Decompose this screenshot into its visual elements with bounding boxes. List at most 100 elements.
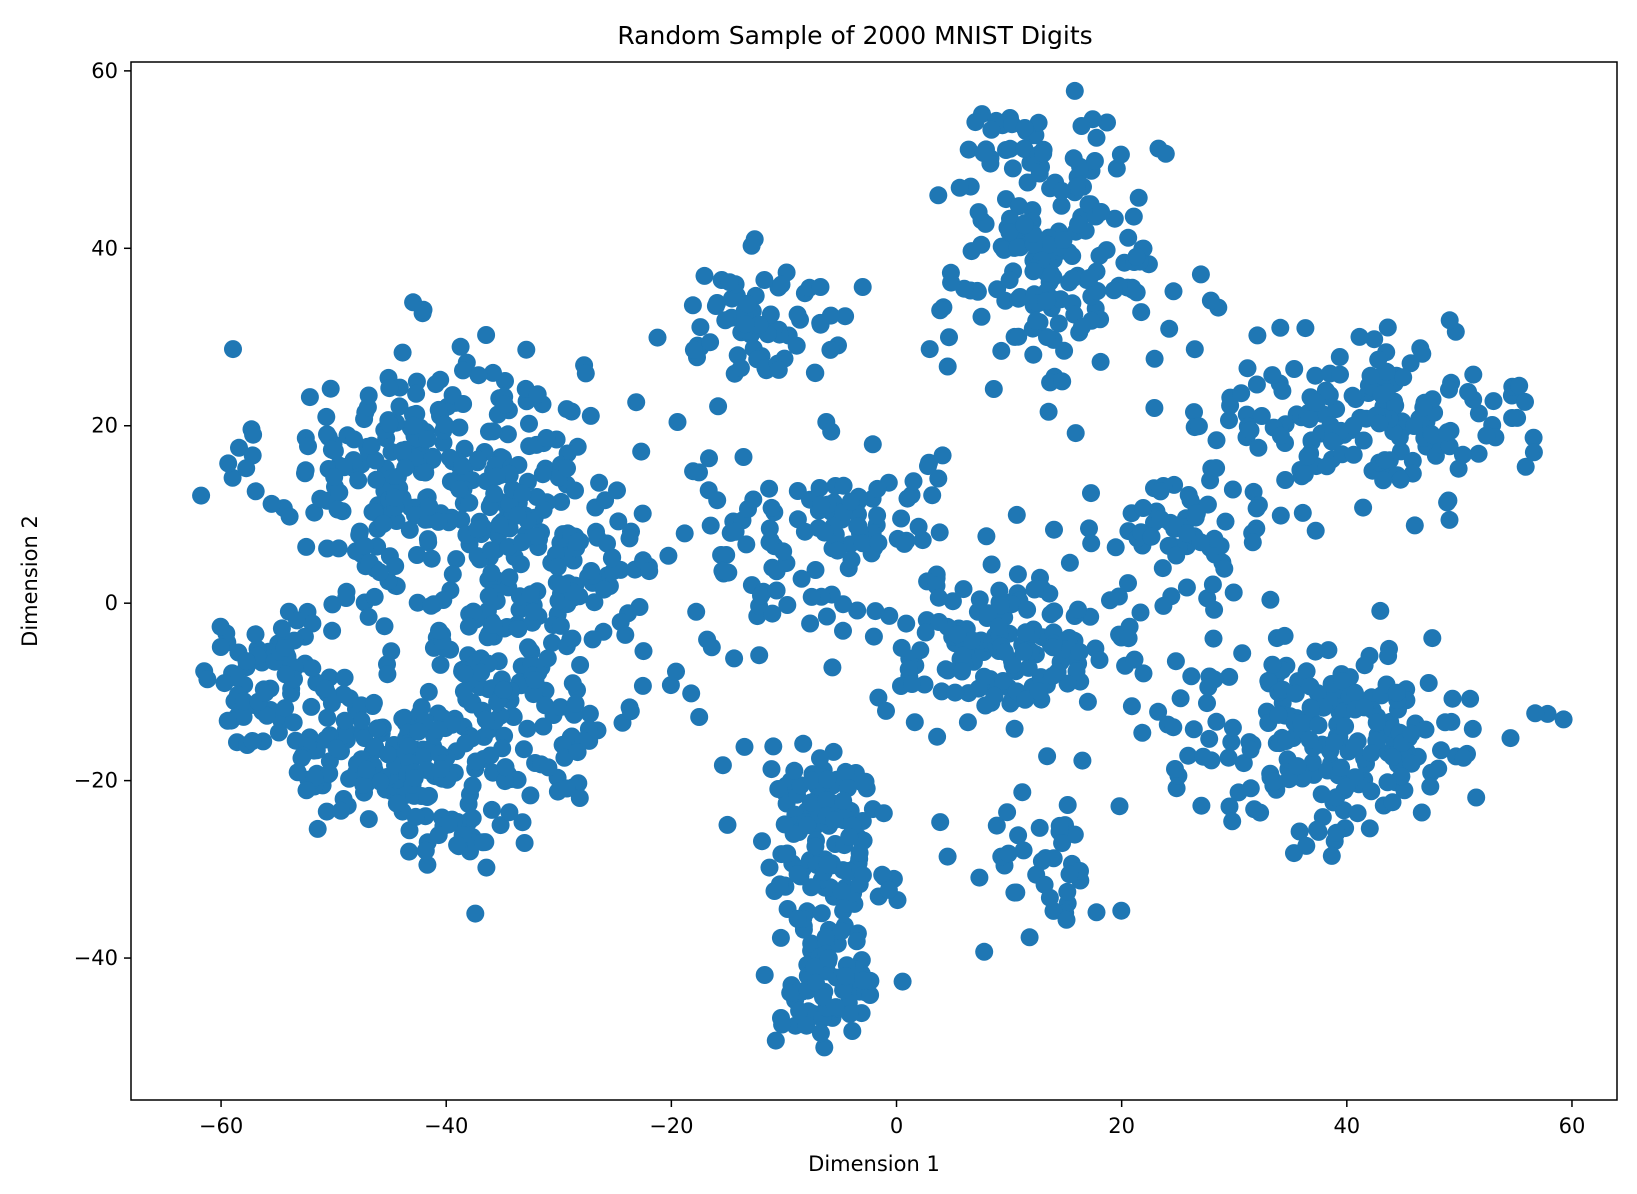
data-point <box>1088 282 1107 300</box>
data-point <box>456 734 475 753</box>
data-point <box>744 490 763 509</box>
data-point <box>1301 699 1320 718</box>
data-point <box>848 601 867 620</box>
data-point <box>1238 359 1257 378</box>
data-point <box>861 986 880 1004</box>
data-point <box>1454 748 1473 767</box>
x-tick-label: 20 <box>1108 1114 1135 1138</box>
data-point <box>1191 533 1210 552</box>
data-point <box>300 388 319 407</box>
data-point <box>537 429 556 447</box>
data-point <box>1053 834 1072 853</box>
data-point <box>1064 149 1083 168</box>
data-point <box>815 523 834 542</box>
data-point <box>1421 777 1440 796</box>
data-point <box>484 422 503 441</box>
data-point <box>459 617 478 636</box>
data-point <box>932 682 951 701</box>
data-point <box>998 803 1017 822</box>
data-point <box>720 273 739 292</box>
data-point <box>1018 600 1037 619</box>
data-point <box>400 842 419 861</box>
data-point <box>580 704 599 723</box>
data-point <box>787 336 806 355</box>
data-point <box>608 481 626 500</box>
data-point <box>994 672 1013 690</box>
data-point <box>1392 767 1411 786</box>
data-point <box>1449 459 1468 478</box>
data-point <box>1009 327 1028 346</box>
data-point <box>244 425 263 444</box>
data-point <box>1069 600 1087 619</box>
data-point <box>224 340 242 359</box>
data-point <box>1087 903 1106 922</box>
data-point <box>1300 730 1319 749</box>
data-point <box>393 441 412 460</box>
data-point <box>1285 360 1304 378</box>
data-point <box>1387 683 1406 702</box>
data-point <box>834 621 852 640</box>
data-point <box>764 737 783 756</box>
data-point <box>1375 451 1394 470</box>
data-point <box>753 832 771 851</box>
data-point <box>904 472 923 491</box>
data-point <box>1325 733 1344 752</box>
data-point <box>962 242 981 261</box>
data-point <box>1275 626 1294 645</box>
data-point <box>1008 238 1027 257</box>
data-point <box>1301 677 1320 696</box>
data-point <box>771 928 790 947</box>
data-point <box>1508 408 1527 427</box>
data-point <box>1018 173 1037 192</box>
data-point <box>920 340 939 359</box>
data-point <box>1402 754 1421 773</box>
data-point <box>1020 928 1039 947</box>
data-point <box>805 363 824 382</box>
data-point <box>558 459 576 478</box>
data-point <box>661 676 680 695</box>
data-point <box>811 749 829 768</box>
y-axis: −40 −20 0 20 40 60 <box>74 59 131 970</box>
data-point <box>1524 428 1543 447</box>
data-point <box>521 585 540 604</box>
y-tick-label: −40 <box>74 946 118 970</box>
data-point <box>975 942 994 961</box>
data-point <box>431 655 450 674</box>
data-point <box>426 375 445 394</box>
data-point <box>1438 493 1457 512</box>
data-point <box>1233 644 1252 663</box>
data-point <box>514 740 533 759</box>
data-point <box>297 781 316 800</box>
data-point <box>1220 797 1239 816</box>
data-point <box>1386 396 1405 415</box>
data-point <box>1469 404 1488 423</box>
data-point <box>352 711 371 730</box>
data-point <box>709 397 728 416</box>
data-point <box>1052 182 1071 200</box>
data-point <box>1261 590 1280 609</box>
data-point <box>198 670 217 689</box>
data-point <box>1063 269 1082 288</box>
data-point <box>938 847 957 866</box>
data-point <box>511 555 530 574</box>
data-point <box>1191 265 1210 284</box>
data-point <box>288 763 307 782</box>
data-point <box>246 625 265 644</box>
data-point <box>815 1038 834 1057</box>
data-point <box>1302 431 1321 450</box>
data-point <box>1051 290 1070 309</box>
data-point <box>1234 754 1253 773</box>
data-point <box>557 779 576 798</box>
data-point <box>393 343 412 362</box>
data-point <box>1032 852 1051 871</box>
data-point <box>508 506 527 525</box>
data-point <box>256 683 275 702</box>
data-point <box>802 771 821 790</box>
data-point <box>1189 417 1208 436</box>
data-point <box>1327 823 1346 842</box>
data-point <box>337 589 356 607</box>
data-point <box>378 665 397 684</box>
data-point <box>718 815 737 834</box>
data-point <box>725 649 744 668</box>
data-point <box>814 988 832 1007</box>
